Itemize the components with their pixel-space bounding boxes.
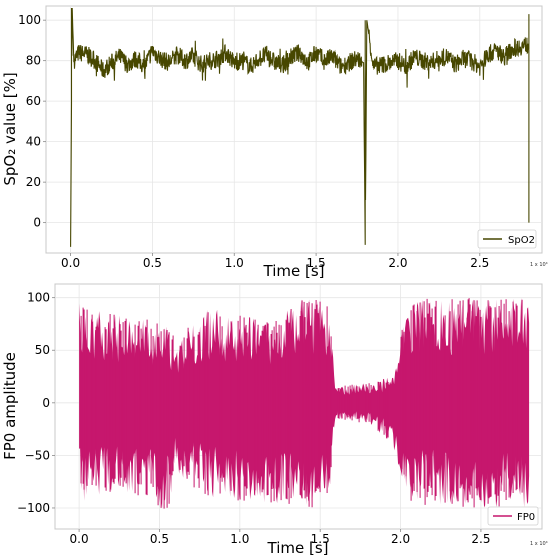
fp0-x-offset-label: 1 x 10⁴: [530, 541, 548, 547]
spo2-y-tick-label: 0: [33, 216, 41, 230]
spo2-x-axis-label: Time [s]: [263, 262, 325, 280]
spo2-legend-label: SpO2: [508, 235, 535, 246]
fp0-series-spikes: [80, 298, 523, 509]
spo2-legend-box: [477, 229, 537, 249]
spo2-x-tick-label: 2.0: [388, 256, 407, 270]
spo2-x-tick-label: 0.5: [143, 256, 162, 270]
spo2-y-tick-label: 60: [26, 94, 41, 108]
fp0-ticks: 0.0 0.5 1.0 1.5 2.0 2.5 −100 −50 0 50 100: [17, 291, 490, 546]
fp0-x-tick-label: 1.0: [230, 532, 249, 546]
fp0-y-tick-label: 50: [35, 343, 50, 357]
spo2-x-tick-label: 1.5: [307, 256, 326, 270]
fp0-x-tick-label: 0.0: [70, 532, 89, 546]
spo2-gridlines: [46, 6, 542, 253]
spo2-chart: 0.0 0.5 1.0 1.5 2.0 2.5 0 20 40 60 80 100 1 x 10⁴ T…: [1, 5, 548, 280]
fp0-y-tick-label: 100: [27, 291, 50, 305]
fp0-legend: FP0: [487, 506, 539, 526]
spo2-y-tick-label: 100: [18, 13, 41, 27]
fp0-legend-box: [487, 506, 539, 526]
fp0-y-axis-label: FP0 amplitude: [1, 352, 19, 460]
spo2-x-offset-label: 1 x 10⁴: [530, 262, 548, 268]
spo2-series-line: [70, 7, 530, 247]
fp0-y-tick-label: 0: [42, 396, 50, 410]
spo2-y-tick-label: 40: [26, 135, 41, 149]
spo2-ticks: 0.0 0.5 1.0 1.5 2.0 2.5 0 20 40 60 80 100: [18, 13, 489, 270]
fp0-x-tick-label: 0.5: [150, 532, 169, 546]
fp0-legend-label: FP0: [517, 512, 535, 523]
spo2-y-axis-label: SpO₂ value [%]: [1, 72, 19, 185]
spo2-legend: SpO2: [477, 229, 537, 249]
fp0-x-tick-label: 2.0: [391, 532, 410, 546]
spo2-y-tick-label: 80: [26, 54, 41, 68]
fp0-x-tick-label: 1.5: [311, 532, 330, 546]
spo2-x-tick-label: 1.0: [225, 256, 244, 270]
fp0-plot-frame: [54, 283, 543, 530]
fp0-y-tick-label: −100: [17, 501, 50, 515]
fp0-x-tick-label: 2.5: [471, 532, 490, 546]
spo2-plot-frame: [45, 5, 543, 254]
fp0-x-axis-label: Time [s]: [267, 539, 329, 557]
spo2-x-tick-label: 2.5: [470, 256, 489, 270]
spo2-y-tick-label: 20: [26, 175, 41, 189]
fp0-y-tick-label: −50: [25, 448, 50, 462]
spo2-x-tick-label: 0.0: [61, 256, 80, 270]
